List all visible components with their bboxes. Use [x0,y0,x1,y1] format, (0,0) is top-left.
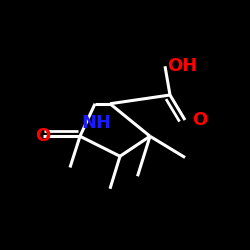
Text: O: O [35,127,50,145]
Text: NH: NH [81,114,111,132]
Text: O: O [192,111,208,129]
Text: OH: OH [168,57,198,75]
